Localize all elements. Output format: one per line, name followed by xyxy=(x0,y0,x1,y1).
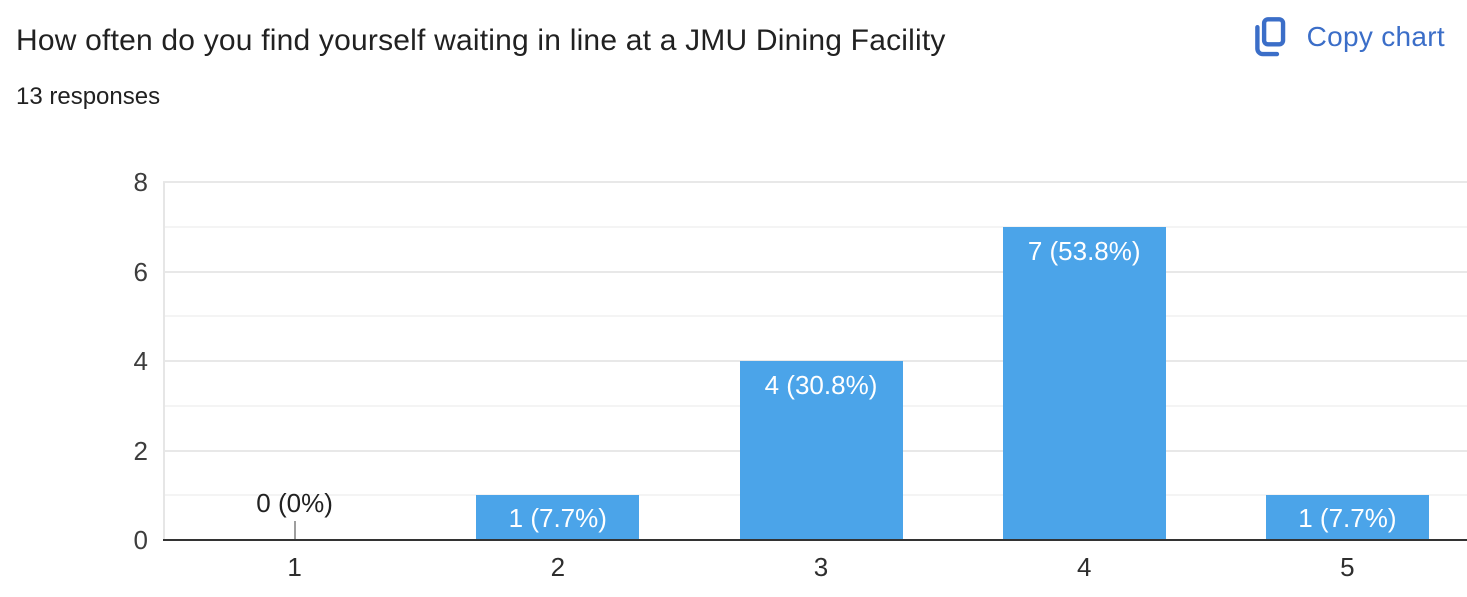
copy-chart-label: Copy chart xyxy=(1306,21,1445,52)
y-tick-label: 2 xyxy=(133,435,148,466)
y-tick-label: 4 xyxy=(133,346,148,376)
x-tick-label: 2 xyxy=(550,552,566,582)
y-axis-line xyxy=(163,182,165,540)
bar xyxy=(1002,226,1166,540)
copy-icon xyxy=(1249,15,1289,59)
zero-label-connector xyxy=(293,521,296,539)
bar-value-label: 1 (7.7%) xyxy=(508,502,607,533)
bar xyxy=(476,495,640,540)
y-tick-label: 0 xyxy=(133,525,148,555)
minor-gridline xyxy=(163,315,1467,318)
major-gridline xyxy=(163,181,1467,183)
x-axis-line xyxy=(163,539,1467,541)
responses-count: 13 responses xyxy=(16,83,161,110)
x-tick-label: 3 xyxy=(813,552,829,582)
y-tick-label: 6 xyxy=(133,256,148,287)
zero-value-label: 0 (0%) xyxy=(256,488,333,518)
x-tick-label: 4 xyxy=(1076,552,1092,582)
x-tick-label: 5 xyxy=(1340,552,1355,582)
bar xyxy=(739,361,903,540)
minor-gridline xyxy=(163,225,1467,228)
bar-value-label: 7 (53.8%) xyxy=(1027,235,1141,266)
copy-chart-button[interactable]: Copy chart xyxy=(1245,10,1449,64)
chart-title: How often do you find yourself waiting i… xyxy=(16,24,946,57)
bar-value-label: 1 (7.7%) xyxy=(1298,502,1397,533)
major-gridline xyxy=(163,270,1467,273)
bar-value-label: 4 (30.8%) xyxy=(764,370,878,400)
y-tick-label: 8 xyxy=(133,167,148,197)
bar xyxy=(1265,495,1429,540)
x-tick-label: 1 xyxy=(287,552,302,582)
